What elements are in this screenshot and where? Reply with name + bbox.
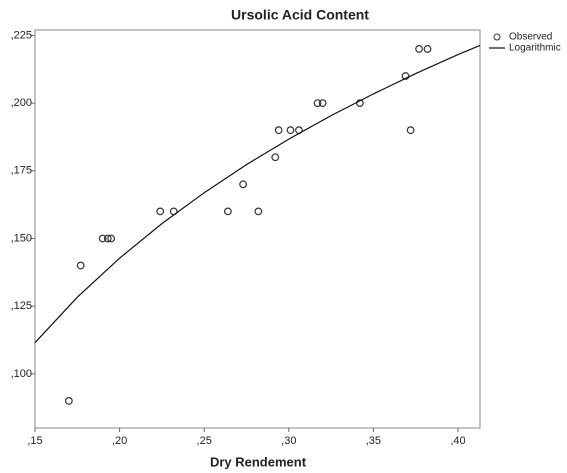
x-tick-label: ,35 — [366, 435, 381, 447]
data-point — [76, 261, 85, 270]
data-point — [406, 126, 415, 135]
legend-label: Observed — [509, 32, 552, 43]
fit-line — [34, 44, 481, 344]
plot-area — [34, 29, 481, 429]
data-point — [415, 45, 423, 53]
x-tick-label: ,40 — [450, 435, 465, 447]
data-point — [318, 99, 327, 108]
data-point — [98, 234, 107, 243]
legend-symbol — [493, 33, 501, 41]
y-tick-label: ,200 — [11, 97, 32, 109]
x-axis-title: Dry Rendement — [210, 454, 307, 469]
data-point — [271, 153, 280, 162]
data-point — [156, 207, 165, 216]
data-point — [423, 45, 432, 53]
data-point — [239, 180, 248, 189]
y-tick-label: ,175 — [11, 165, 32, 177]
data-point — [401, 72, 410, 80]
y-tick-label: ,125 — [11, 300, 32, 312]
chart-title: Ursolic Acid Content — [231, 7, 369, 23]
y-tick-label: ,225 — [11, 29, 32, 41]
y-tick-label: ,150 — [11, 232, 32, 244]
data-point — [107, 234, 116, 243]
x-tick-label: ,15 — [27, 435, 42, 447]
x-tick-label: ,30 — [281, 435, 296, 447]
data-point — [223, 207, 232, 216]
data-point — [254, 207, 263, 216]
data-point — [274, 126, 283, 135]
y-tick-label: ,100 — [11, 368, 32, 380]
legend-label: Logarithmic — [509, 43, 561, 54]
data-point — [103, 234, 112, 243]
data-point — [313, 99, 322, 108]
data-point — [64, 397, 73, 405]
data-point — [286, 126, 295, 135]
x-tick-label: ,25 — [197, 435, 212, 447]
x-tick-label: ,20 — [112, 435, 127, 447]
